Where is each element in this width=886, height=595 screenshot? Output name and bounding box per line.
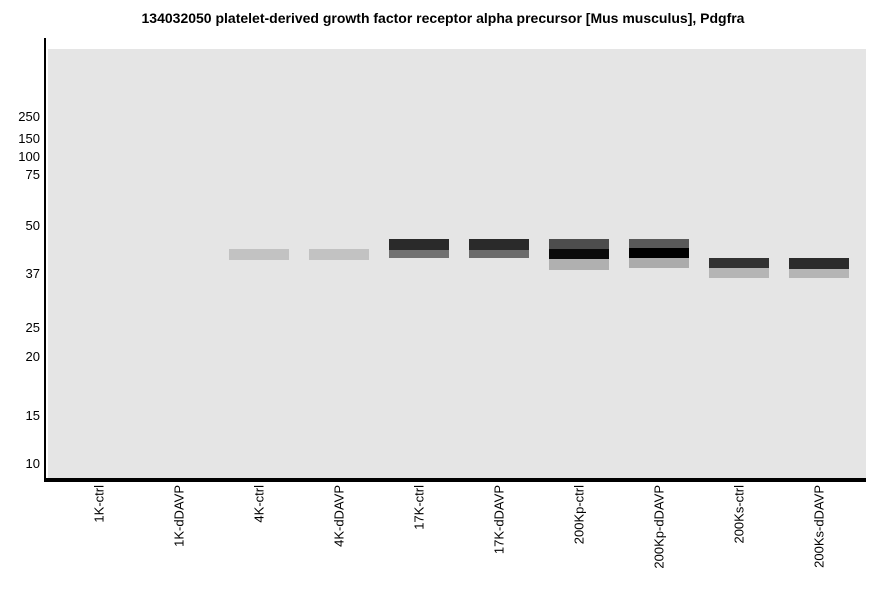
lane-label: 17K-ctrl: [411, 485, 427, 530]
y-axis-line: [44, 38, 46, 482]
mw-marker-label: 250: [18, 109, 40, 124]
band-segment: [629, 258, 689, 268]
gel-plot-area: [48, 49, 866, 478]
lane-label: 200Ks-dDAVP: [811, 485, 827, 568]
mw-marker-label: 15: [25, 408, 40, 423]
band-segment: [629, 239, 689, 248]
mw-marker-label: 25: [25, 320, 40, 335]
band-segment: [549, 239, 609, 249]
band-segment: [549, 259, 609, 270]
band-segment: [709, 268, 769, 278]
band-segment: [709, 258, 769, 268]
mw-marker-label: 10: [25, 456, 40, 471]
lane-label: 1K-ctrl: [91, 485, 107, 523]
band-segment: [229, 249, 289, 260]
band-segment: [389, 239, 449, 250]
mw-marker-label: 37: [25, 266, 40, 281]
lane-label: 17K-dDAVP: [491, 485, 507, 555]
lane-label: 1K-dDAVP: [171, 485, 187, 547]
band-segment: [309, 249, 369, 260]
mw-marker-label: 50: [25, 218, 40, 233]
band-segment: [469, 239, 529, 250]
mw-marker-label: 150: [18, 131, 40, 146]
x-axis-line: [44, 478, 866, 482]
band-segment: [389, 250, 449, 258]
lane-label: 200Kp-ctrl: [571, 485, 587, 545]
mw-marker-label: 75: [25, 167, 40, 182]
lane-label: 4K-dDAVP: [331, 485, 347, 547]
band-segment: [629, 248, 689, 258]
band-segment: [549, 249, 609, 259]
band-segment: [469, 250, 529, 258]
mw-marker-label: 20: [25, 349, 40, 364]
lane-label: 200Ks-ctrl: [731, 485, 747, 544]
lane-label: 4K-ctrl: [251, 485, 267, 523]
band-segment: [789, 269, 849, 278]
figure-title: 134032050 platelet-derived growth factor…: [141, 10, 745, 26]
mw-marker-label: 100: [18, 149, 40, 164]
band-segment: [789, 258, 849, 269]
lane-label: 200Kp-dDAVP: [651, 485, 667, 569]
